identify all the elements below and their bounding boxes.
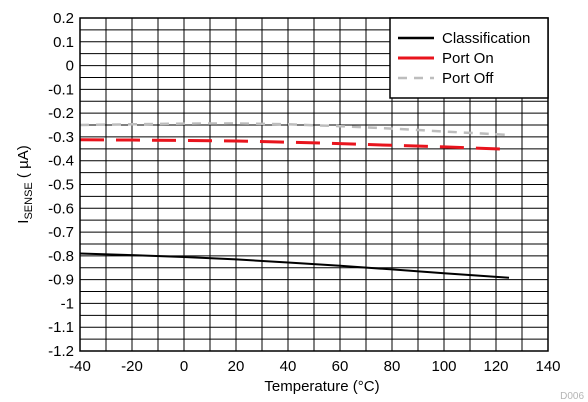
- y-tick-label: -0.9: [48, 272, 74, 289]
- legend-label: Port Off: [442, 70, 494, 87]
- y-tick-label: -1: [61, 295, 74, 312]
- legend: Classification Port On Port Off: [389, 17, 549, 99]
- y-tick-label: -0.7: [48, 224, 74, 241]
- y-tick-label: -0.2: [48, 105, 74, 122]
- series-line-port-on: [79, 138, 510, 151]
- y-tick-labels: 0.2 0.1 0 -0.1 -0.2 -0.3 -0.4 -0.5 -0.6 -0.7 -0.8 -…: [48, 10, 74, 360]
- y-tick-label: -0.8: [48, 248, 74, 265]
- y-tick-label: 0.2: [53, 10, 74, 27]
- y-tick-label: -0.3: [48, 129, 74, 146]
- x-tick-label: 120: [483, 358, 508, 375]
- legend-label: Port On: [442, 50, 494, 67]
- y-tick-label: 0: [66, 58, 74, 75]
- plot-frame: [79, 17, 549, 352]
- x-tick-label: -20: [121, 358, 143, 375]
- y-axis-title-main: I: [15, 220, 32, 224]
- data-series: [79, 122, 510, 279]
- x-tick-label: 80: [384, 358, 401, 375]
- figure-id: D006: [560, 391, 584, 402]
- series-line-classification: [79, 252, 510, 279]
- x-tick-label: 100: [431, 358, 456, 375]
- x-axis-title: Temperature (°C): [264, 378, 379, 395]
- x-tick-labels: -40 -20 0 20 40 60 80 100 120 140: [69, 358, 560, 375]
- x-tick-label: 140: [535, 358, 560, 375]
- y-tick-label: -0.6: [48, 200, 74, 217]
- y-tick-label: -0.5: [48, 177, 74, 194]
- x-tick-label: 20: [228, 358, 245, 375]
- y-tick-label: -0.1: [48, 81, 74, 98]
- y-axis-title-subscript: SENSE: [23, 182, 35, 219]
- y-tick-label: -0.4: [48, 153, 74, 170]
- y-tick-label: -1.2: [48, 343, 74, 360]
- x-tick-label: 40: [280, 358, 297, 375]
- series-line-port-off: [79, 122, 510, 137]
- y-tick-label: 0.1: [53, 34, 74, 51]
- y-axis-title-suffix: ( µA): [15, 145, 32, 182]
- x-tick-label: 0: [180, 358, 188, 375]
- x-tick-label: -40: [69, 358, 91, 375]
- y-tick-label: -1.1: [48, 319, 74, 336]
- y-axis-title: ISENSE ( µA): [15, 145, 35, 223]
- legend-label: Classification: [442, 30, 530, 47]
- x-tick-label: 60: [332, 358, 349, 375]
